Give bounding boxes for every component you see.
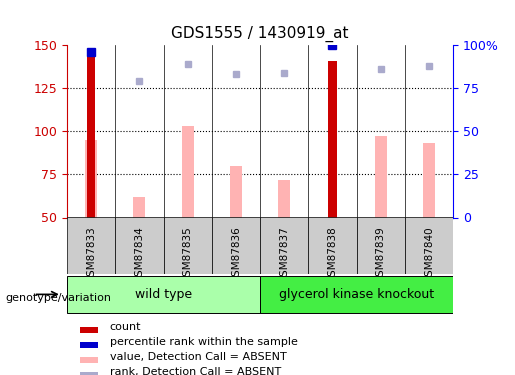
Text: rank, Detection Call = ABSENT: rank, Detection Call = ABSENT [110, 367, 281, 375]
Text: glycerol kinase knockout: glycerol kinase knockout [279, 288, 434, 301]
Bar [67, 217, 115, 274]
Text: GSM87834: GSM87834 [134, 226, 144, 283]
Bar [163, 217, 212, 274]
Bar [212, 217, 260, 274]
Bar [260, 276, 453, 313]
Bar [80, 342, 98, 348]
Title: GDS1555 / 1430919_at: GDS1555 / 1430919_at [171, 26, 349, 42]
Text: count: count [110, 322, 141, 332]
Bar [87, 56, 95, 217]
Bar [423, 143, 435, 218]
Bar [375, 136, 387, 218]
Bar [230, 166, 242, 218]
Text: percentile rank within the sample: percentile rank within the sample [110, 337, 298, 347]
Text: GSM87836: GSM87836 [231, 226, 241, 283]
Bar [80, 372, 98, 375]
Text: GSM87837: GSM87837 [279, 226, 289, 283]
Text: GSM87833: GSM87833 [86, 226, 96, 283]
Text: GSM87840: GSM87840 [424, 226, 434, 283]
Bar [328, 60, 337, 217]
Text: wild type: wild type [135, 288, 192, 301]
Text: GSM87835: GSM87835 [183, 226, 193, 283]
Text: GSM87839: GSM87839 [376, 226, 386, 283]
Bar [80, 357, 98, 363]
Bar [85, 140, 97, 218]
Text: GSM87838: GSM87838 [328, 226, 337, 283]
Bar [182, 126, 194, 218]
Bar [278, 180, 290, 218]
Bar [115, 217, 163, 274]
Bar [133, 197, 145, 217]
Bar [308, 217, 356, 274]
Bar [260, 217, 308, 274]
Text: value, Detection Call = ABSENT: value, Detection Call = ABSENT [110, 352, 286, 362]
Bar [80, 327, 98, 333]
Bar [356, 217, 405, 274]
Bar [67, 276, 260, 313]
Bar [405, 217, 453, 274]
Text: genotype/variation: genotype/variation [5, 293, 111, 303]
